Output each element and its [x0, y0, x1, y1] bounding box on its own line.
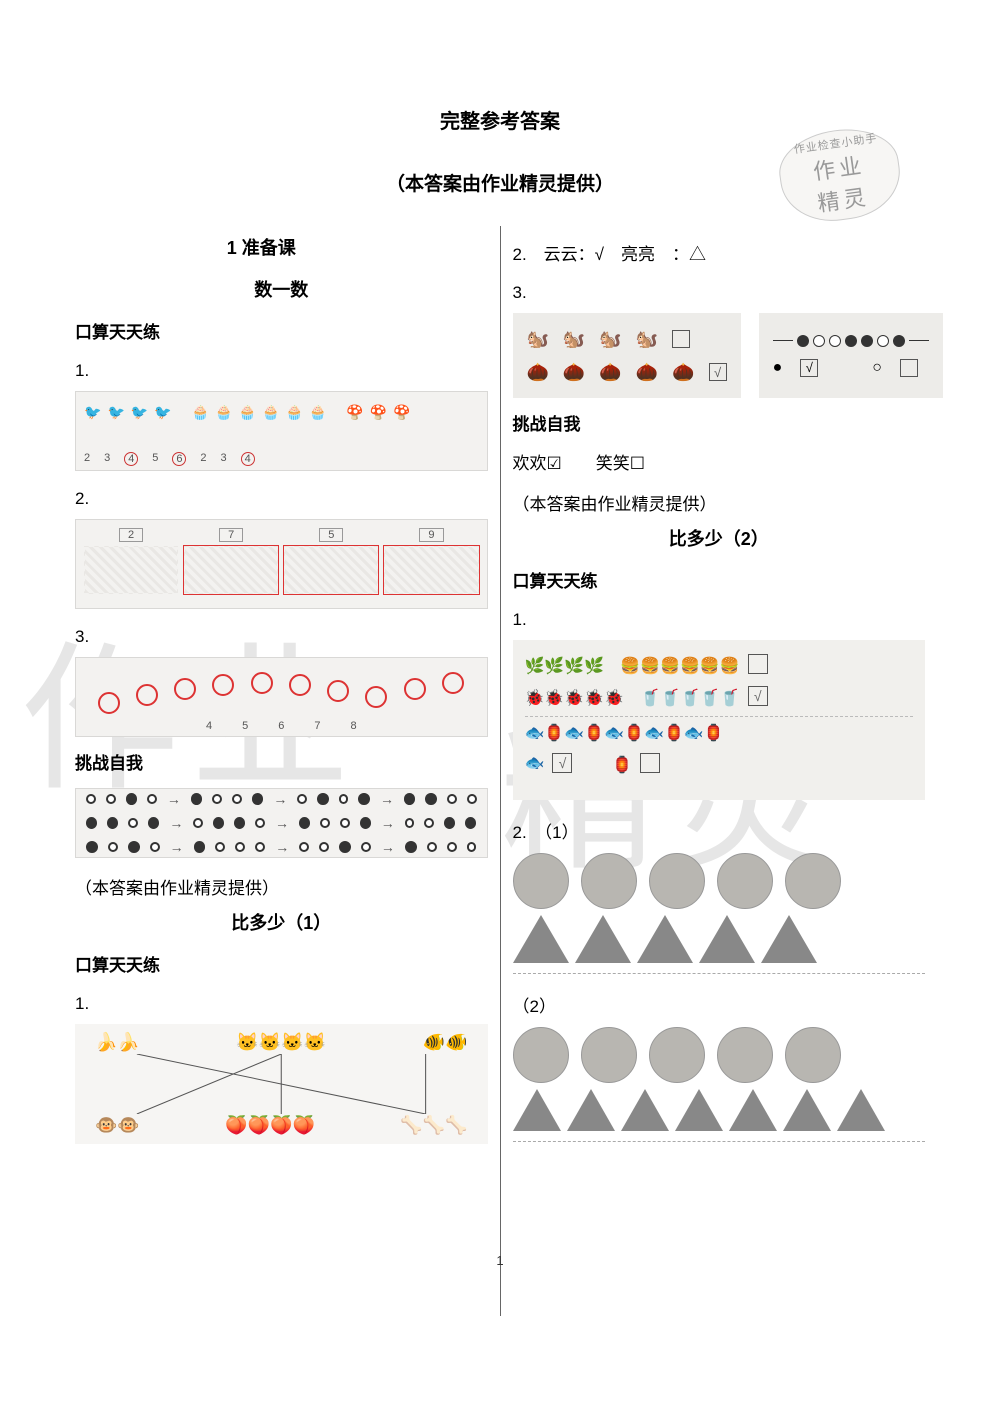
circle-shape	[785, 853, 841, 909]
lesson-title: 数一数	[75, 276, 488, 302]
triangle-shape	[761, 915, 817, 963]
figure-row-q3: 🐿️🐿️🐿️🐿️ 🌰🌰🌰🌰🌰√ ●√ ○	[513, 313, 926, 398]
figure-q1: 🐦🐦🐦🐦 🧁🧁🧁🧁🧁🧁 🍄🍄🍄 2 3 4 5 6 2 3 4	[75, 391, 488, 471]
question-label: 2.	[75, 489, 488, 509]
circle-shape	[581, 1027, 637, 1083]
practice-heading: 口算天天练	[75, 951, 488, 976]
left-column: 1 准备课 数一数 口算天天练 1. 🐦🐦🐦🐦 🧁🧁🧁🧁🧁🧁 🍄🍄🍄 2 3 4…	[75, 226, 488, 1316]
question-label: 3.	[513, 283, 926, 303]
triangle-shape	[783, 1089, 831, 1131]
circle-shape	[513, 1027, 569, 1083]
circle-shape	[649, 1027, 705, 1083]
figure-q3: 4 5 6 7 8	[75, 657, 488, 737]
circle-shape	[785, 1027, 841, 1083]
circle-row	[513, 1027, 926, 1083]
question-label: 1.	[75, 361, 488, 381]
circle-shape	[717, 853, 773, 909]
triangle-shape	[513, 1089, 561, 1131]
question-label: 2. （1）	[513, 818, 926, 843]
triangle-shape	[575, 915, 631, 963]
dashed-line	[513, 973, 926, 974]
triangle-shape	[837, 1089, 885, 1131]
dashed-line	[513, 1141, 926, 1142]
right-column: 2. 云云：√ 亮亮 ：△ 3. 🐿️🐿️🐿️🐿️ 🌰🌰🌰🌰🌰√ ●√	[513, 226, 926, 1316]
question-label: 1.	[513, 610, 926, 630]
figure-q2: 2 7 5 9	[75, 519, 488, 609]
credit-note: （本答案由作业精灵提供）	[75, 874, 488, 899]
triangle-row	[513, 915, 926, 963]
figure-squirrel: 🐿️🐿️🐿️🐿️ 🌰🌰🌰🌰🌰√	[513, 313, 741, 398]
question-label: （2）	[513, 992, 926, 1017]
triangle-shape	[621, 1089, 669, 1131]
circle-shape	[717, 1027, 773, 1083]
circle-shape	[649, 853, 705, 909]
triangle-shape	[567, 1089, 615, 1131]
triangle-shape	[637, 915, 693, 963]
lesson-title: 比多少（1）	[75, 909, 488, 935]
column-divider	[500, 226, 501, 1316]
challenge-heading: 挑战自我	[75, 749, 488, 774]
circle-row	[513, 853, 926, 909]
answer-line: 2. 云云：√ 亮亮 ：△	[513, 240, 926, 265]
triangle-shape	[729, 1089, 777, 1131]
triangle-row	[513, 1089, 926, 1131]
challenge-heading: 挑战自我	[513, 410, 926, 435]
challenge-answer: 欢欢☑ 笑笑☐	[513, 449, 926, 474]
page-subtitle: （本答案由作业精灵提供）	[0, 134, 1000, 196]
figure-match: 🍌🍌🐱🐱🐱🐱🐠🐠 🐵🐵🍑🍑🍑🍑🦴🦴🦴	[75, 1024, 488, 1144]
circle-shape	[513, 853, 569, 909]
page-number: 1	[0, 1253, 1000, 1268]
triangle-shape	[675, 1089, 723, 1131]
credit-note: （本答案由作业精灵提供）	[513, 490, 926, 515]
practice-heading: 口算天天练	[513, 567, 926, 592]
triangle-shape	[513, 915, 569, 963]
page-title: 完整参考答案	[0, 0, 1000, 134]
figure-challenge-dots: →→→ →→→ →→→	[75, 788, 488, 858]
question-label: 1.	[75, 994, 488, 1014]
circle-shape	[581, 853, 637, 909]
unit-title: 1 准备课	[75, 234, 488, 260]
lesson-title: 比多少（2）	[513, 525, 926, 551]
question-label: 3.	[75, 627, 488, 647]
practice-heading: 口算天天练	[75, 318, 488, 343]
figure-food: 🌿🌿🌿🌿 🍔🍔🍔🍔🍔🍔 🐞🐞🐞🐞🐞 🥤🥤🥤🥤🥤√ 🐟🏮🐟🏮🐟🏮🐟🏮🐟🏮 🐟 √ …	[513, 640, 926, 800]
triangle-shape	[699, 915, 755, 963]
figure-beads: ●√ ○	[759, 313, 943, 398]
